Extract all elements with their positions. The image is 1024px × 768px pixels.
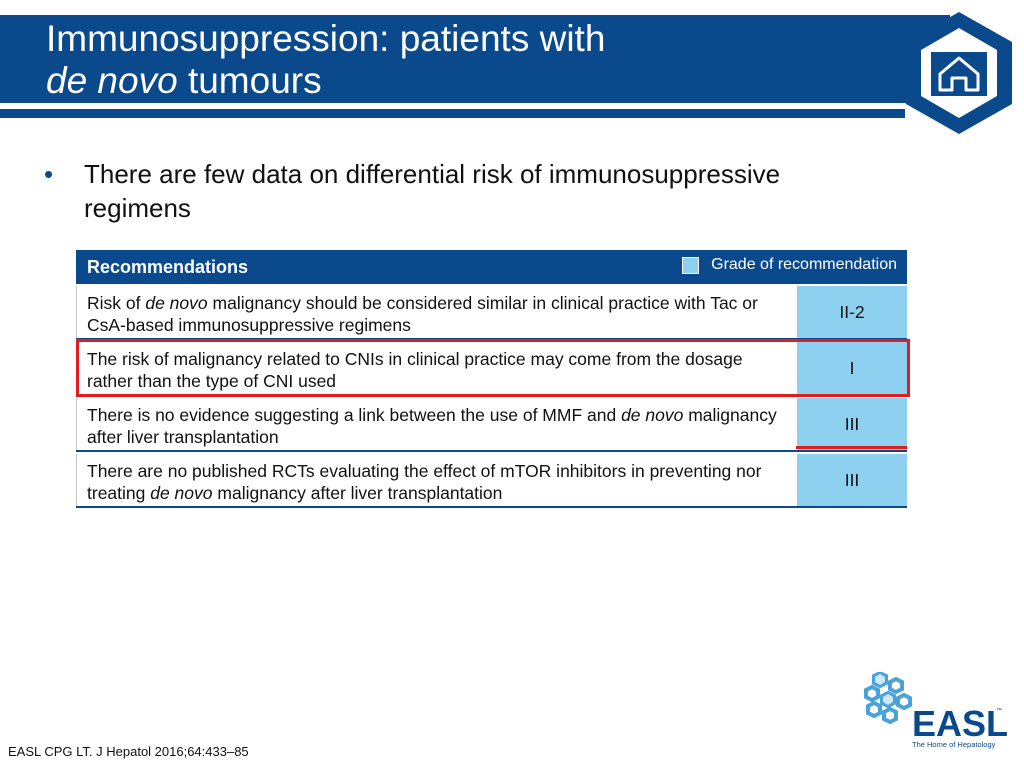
italic-term: de novo	[621, 405, 684, 425]
grade-cell: II-2	[797, 286, 907, 338]
recommendation-row: Risk of de novo malignancy should be con…	[76, 286, 907, 340]
grade-legend-label: Grade of recommendation	[711, 256, 897, 273]
text-fragment: malignancy after liver transplantation	[212, 483, 503, 503]
title-line-2: de novo tumours	[46, 60, 605, 102]
recommendations-header-title: Recommendations	[87, 257, 249, 277]
recommendation-text: There are no published RCTs evaluating t…	[87, 460, 787, 504]
text-fragment: There is no evidence suggesting a link b…	[87, 405, 622, 425]
easl-logo-tagline: The Home of Hepatology	[912, 740, 996, 749]
easl-logo: EASL ™ The Home of Hepatology	[864, 672, 1008, 749]
recommendations-table: Recommendations Grade of recommendation …	[76, 250, 907, 508]
title-stripe-lower	[0, 109, 905, 118]
title-bar	[0, 15, 950, 103]
home-button[interactable]	[900, 8, 1018, 138]
easl-logo-tm: ™	[996, 707, 1002, 714]
bullet-icon: •	[44, 159, 54, 189]
text-fragment: Risk of	[87, 293, 146, 313]
grade-cell: I	[797, 342, 907, 394]
row-border	[76, 286, 77, 338]
row-border	[76, 398, 77, 450]
text-fragment: malignancy after liver transplantation	[87, 405, 777, 447]
title-italic: de novo	[46, 60, 178, 101]
bullet-text: There are few data on differential risk …	[84, 159, 781, 223]
title-rest: tumours	[177, 60, 322, 101]
grade-cell: III	[797, 398, 907, 450]
text-fragment: The risk of malignancy related to CNIs i…	[87, 349, 743, 391]
text-fragment: There are no published RCTs evaluating t…	[87, 461, 762, 503]
recommendation-text: The risk of malignancy related to CNIs i…	[87, 348, 787, 392]
red-underline	[796, 446, 907, 449]
page-title: Immunosuppression: patients with de novo…	[46, 18, 605, 102]
row-border	[76, 342, 77, 394]
text-fragment: malignancy should be considered similar …	[87, 293, 758, 335]
recommendation-text: Risk of de novo malignancy should be con…	[87, 292, 787, 336]
grade-legend-swatch	[682, 256, 700, 274]
italic-term: de novo	[145, 293, 208, 313]
citation: EASL CPG LT. J Hepatol 2016;64:433–85	[8, 744, 249, 759]
recommendation-row: There is no evidence suggesting a link b…	[76, 398, 907, 452]
row-border	[76, 454, 77, 506]
grade-legend: Grade of recommendation	[682, 256, 897, 274]
home-icon	[931, 52, 987, 96]
title-stripe	[0, 103, 905, 109]
recommendations-rows: Risk of de novo malignancy should be con…	[76, 286, 907, 508]
grade-cell: III	[797, 454, 907, 506]
easl-logo-wordmark: EASL	[912, 703, 1008, 744]
italic-term: de novo	[150, 483, 213, 503]
recommendation-text: There is no evidence suggesting a link b…	[87, 404, 787, 448]
title-line-1: Immunosuppression: patients with	[46, 18, 606, 59]
recommendations-header: Recommendations Grade of recommendation	[76, 250, 907, 284]
recommendation-row: The risk of malignancy related to CNIs i…	[76, 342, 907, 396]
recommendation-row: There are no published RCTs evaluating t…	[76, 454, 907, 508]
